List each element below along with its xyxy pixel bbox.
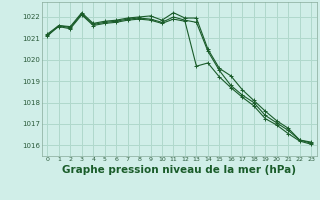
X-axis label: Graphe pression niveau de la mer (hPa): Graphe pression niveau de la mer (hPa) [62, 165, 296, 175]
